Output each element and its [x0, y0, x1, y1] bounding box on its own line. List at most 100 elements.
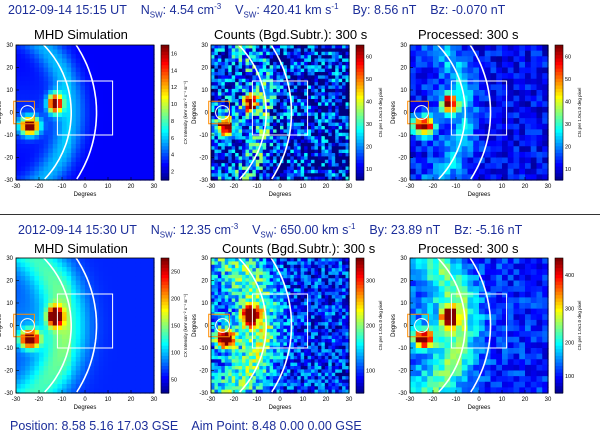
fov-box: [450, 80, 508, 136]
heatmap-cell: [245, 312, 250, 316]
colorbar-step: [161, 55, 169, 60]
heatmap-cell: [273, 61, 278, 66]
heatmap-cell: [248, 335, 253, 340]
heatmap-cell: [98, 130, 104, 136]
heatmap-cell: [94, 366, 100, 372]
heatmap-cell: [415, 174, 423, 181]
heatmap-cell: [283, 112, 288, 117]
heatmap-cell: [283, 173, 288, 178]
heatmap-cell: [444, 90, 451, 97]
heatmap-cell: [290, 166, 295, 171]
heatmap-cell: [314, 169, 319, 174]
heatmap-cell: [331, 82, 336, 87]
heatmap-cell: [262, 261, 267, 266]
heatmap-cell: [221, 261, 226, 266]
heatmap-cell: [338, 109, 343, 114]
heatmap-cell: [290, 129, 295, 134]
heatmap-cell: [108, 144, 114, 150]
heatmap-cell: [57, 303, 63, 309]
heatmap-cell: [71, 94, 77, 100]
heatmap-cell: [345, 142, 350, 147]
heatmap-cell: [519, 129, 526, 136]
heatmap-cell: [269, 169, 274, 174]
heatmap-cell: [238, 48, 243, 53]
heatmap-cell: [242, 159, 247, 164]
heatmap-cell: [126, 45, 132, 51]
heatmap-cell: [342, 92, 347, 97]
heatmap-cell: [335, 75, 340, 80]
heatmap-cell: [224, 166, 229, 171]
heatmap-cell: [25, 94, 31, 100]
heatmap-cell: [121, 298, 127, 304]
heatmap-cell: [57, 153, 63, 159]
heatmap-cell: [89, 384, 95, 390]
heatmap-cell: [283, 105, 288, 110]
heatmap-cell: [317, 146, 322, 151]
heatmap-cell: [314, 132, 319, 137]
heatmap-cell: [135, 112, 141, 118]
heatmap-cell: [328, 51, 333, 56]
heatmap-cell: [16, 384, 22, 390]
heatmap-cell: [149, 148, 155, 154]
heatmap-cell: [144, 375, 150, 381]
heatmap-cell: [224, 278, 229, 283]
colorbar-tick-label: 10: [171, 102, 177, 108]
heatmap-cell: [29, 271, 35, 277]
heatmap-cell: [283, 99, 288, 103]
heatmap-cell: [62, 262, 68, 268]
heatmap-cell: [235, 92, 240, 97]
heatmap-cell: [255, 129, 260, 134]
heatmap-cell: [231, 45, 236, 49]
heatmap-cell: [20, 379, 26, 385]
heatmap-cell: [269, 166, 274, 171]
heatmap-cell: [293, 176, 298, 181]
heatmap-cell: [112, 334, 118, 340]
heatmap-cell: [410, 90, 417, 97]
heatmap-cell: [112, 294, 118, 300]
heatmap-cell: [255, 325, 260, 330]
heatmap-cell: [75, 54, 81, 60]
heatmap-cell: [71, 148, 77, 154]
heatmap-cell: [43, 357, 49, 363]
heatmap-cell: [94, 298, 100, 304]
fov-box: [56, 293, 114, 349]
heatmap-cell: [450, 168, 457, 175]
heatmap-cell: [433, 135, 440, 142]
heatmap-cell: [112, 262, 118, 268]
heatmap-cell: [542, 95, 549, 102]
heatmap-cell: [20, 130, 26, 136]
heatmap-cell: [71, 366, 77, 372]
heatmap-cell: [324, 82, 329, 87]
colorbar-tick-label: 100: [171, 351, 180, 357]
heatmap-cell: [228, 318, 233, 323]
heatmap-cell: [507, 168, 515, 175]
heatmap-cell: [324, 45, 329, 49]
x-tick-label: 20: [128, 184, 135, 190]
heatmap-cell: [314, 142, 319, 147]
heatmap-cell: [214, 72, 219, 76]
heatmap-cell: [252, 301, 257, 306]
heatmap-cell: [29, 289, 35, 295]
heatmap-cell: [450, 129, 457, 136]
heatmap-cell: [214, 169, 219, 174]
heatmap-cell: [43, 103, 49, 109]
heatmap-cell: [290, 88, 295, 93]
heatmap-cell: [245, 258, 250, 262]
heatmap-cell: [211, 142, 216, 147]
heatmap-cell: [496, 135, 503, 142]
heatmap-cell: [94, 307, 100, 313]
heatmap-cell: [228, 102, 233, 107]
heatmap-cell: [324, 129, 329, 134]
heatmap-cell: [135, 135, 141, 141]
heatmap-cell: [242, 355, 247, 360]
heatmap-cell: [283, 55, 288, 60]
heatmap-cell: [71, 81, 77, 87]
heatmap-cell: [479, 101, 486, 108]
heatmap-cell: [140, 144, 146, 150]
heatmap-cell: [108, 343, 114, 349]
heatmap-cell: [121, 271, 127, 277]
heatmap-cell: [252, 68, 257, 73]
heatmap-cell: [108, 85, 114, 91]
heatmap-cell: [75, 63, 81, 69]
heatmap-cell: [16, 54, 22, 60]
